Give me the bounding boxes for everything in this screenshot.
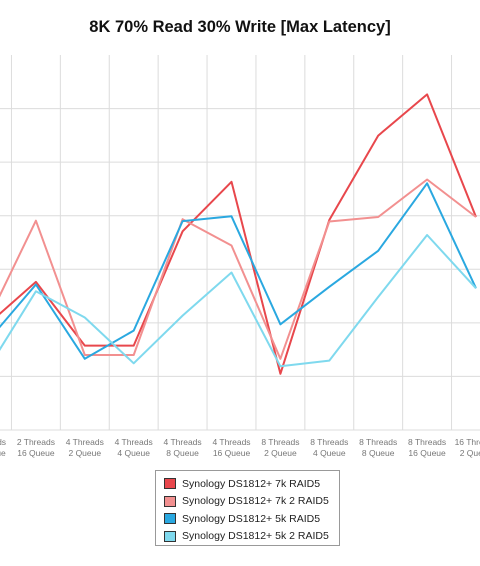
legend-item: Synology DS1812+ 7k RAID5 [164, 475, 339, 493]
x-tick-label: 4 Threads 8 Queue [164, 437, 202, 458]
x-tick-label: 8 Threads 4 Queue [310, 437, 348, 458]
x-tick-label: 4 Threads 16 Queue [212, 437, 250, 458]
legend-swatch [164, 513, 176, 525]
x-tick-label: 2 Threads 16 Queue [17, 437, 55, 458]
legend-item: Synology DS1812+ 7k 2 RAID5 [164, 493, 339, 511]
series-line-4 [0, 234, 477, 368]
legend-item: Synology DS1812+ 5k RAID5 [164, 510, 339, 528]
series-line-2 [0, 178, 477, 360]
x-tick-label: 8 Threads 2 Queue [261, 437, 299, 458]
x-tick-label: 4 Threads 2 Queue [66, 437, 104, 458]
legend-label: Synology DS1812+ 5k 2 RAID5 [182, 530, 329, 543]
series-lines [0, 93, 477, 375]
legend-label: Synology DS1812+ 7k RAID5 [182, 477, 321, 490]
x-tick-label: 4 Threads 4 Queue [115, 437, 153, 458]
legend-label: Synology DS1812+ 7k 2 RAID5 [182, 495, 329, 508]
series-line-1 [0, 93, 477, 375]
legend-swatch [164, 495, 176, 507]
legend-label: Synology DS1812+ 5k RAID5 [182, 512, 321, 525]
legend-swatch [164, 530, 176, 542]
series-line-3 [0, 182, 477, 360]
chart-title: 8K 70% Read 30% Write [Max Latency] [89, 18, 391, 36]
x-tick-label: 8 Threads 16 Queue [408, 437, 446, 458]
legend-swatch [164, 478, 176, 490]
legend: Synology DS1812+ 7k RAID5 Synology DS1812… [155, 470, 340, 546]
x-tick-label: 8 Threads 8 Queue [359, 437, 397, 458]
legend-item: Synology DS1812+ 5k 2 RAID5 [164, 528, 339, 546]
